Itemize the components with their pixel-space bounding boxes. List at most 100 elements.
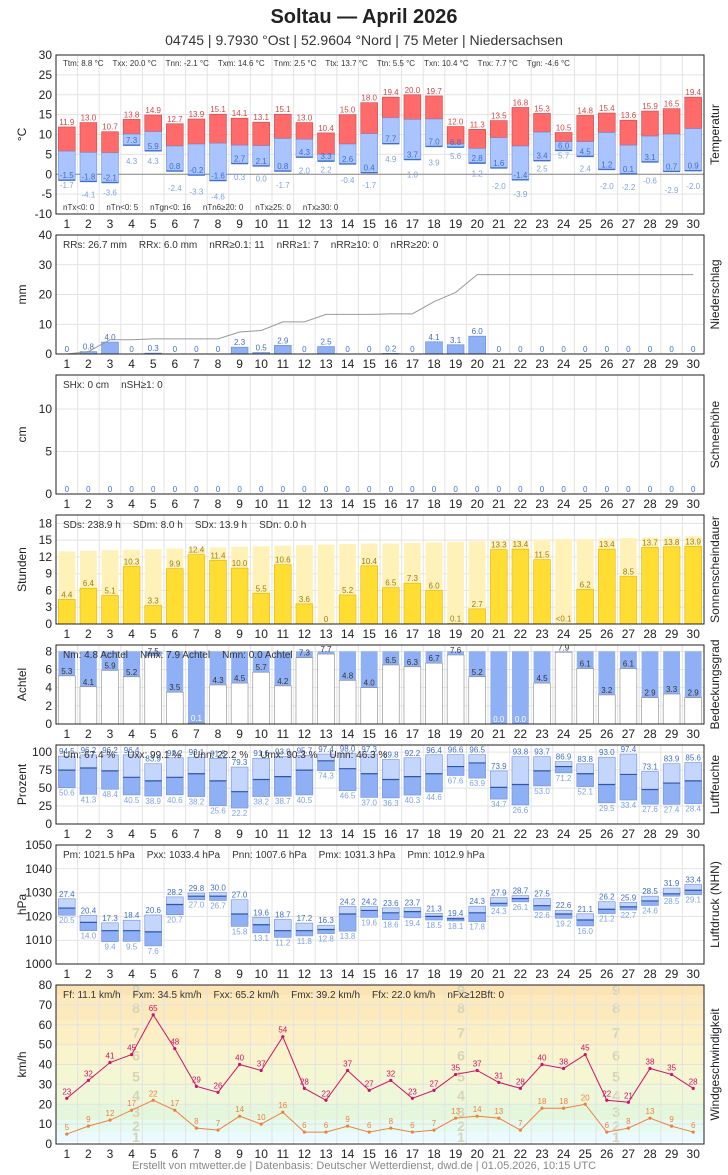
min-label: 18.1 — [448, 922, 464, 931]
max-label: 27.4 — [59, 890, 75, 899]
sun-value-label: 11.5 — [535, 551, 551, 560]
tgmin-label: 4.3 — [148, 157, 160, 166]
upper-range-bar — [619, 753, 638, 775]
snow-value-label: 0 — [389, 485, 394, 494]
sun-bar — [662, 546, 681, 625]
x-tick-label: 22 — [514, 967, 528, 981]
stat-label: nTgn<0: 16 — [150, 203, 191, 212]
x-tick-label: 11 — [277, 627, 290, 641]
x-tick-label: 25 — [579, 727, 593, 741]
tmax-label: 12.7 — [167, 115, 183, 124]
tmax-label: 13.5 — [491, 112, 507, 121]
chart-wind: 1 1 12 2 23 3 34 4 45 5 56 6 67 7 78 8 89 9 90102030405060… — [15, 978, 722, 1160]
y-tick-label: 80 — [39, 978, 53, 992]
stat-label: Ttn: 5.5 °C — [377, 59, 416, 68]
sun-bar — [619, 576, 638, 625]
min-label: 15.8 — [232, 927, 248, 936]
x-tick-label: 30 — [687, 217, 701, 231]
x-tick-label: 8 — [215, 727, 222, 741]
stat-label: Txx: 20.0 °C — [113, 59, 157, 68]
wind-point — [238, 1062, 242, 1067]
stat-label: Nmn: 0.0 Achtel — [222, 650, 293, 661]
cloud-bar — [101, 651, 119, 671]
x-tick-label: 13 — [319, 827, 333, 841]
upper-range-bar — [338, 906, 357, 915]
x-tick-label: 30 — [687, 627, 701, 641]
wind-value-label: 40 — [538, 1054, 547, 1063]
clear-sky-bar — [317, 653, 335, 725]
sun-bar — [209, 559, 227, 625]
tgmin-label: -3.6 — [103, 189, 117, 198]
tmin-label: -0.2 — [190, 166, 204, 175]
tmax-label: 13.0 — [297, 114, 313, 123]
lower-range-bar — [382, 912, 400, 921]
x-tick-label: 16 — [384, 357, 398, 371]
snow-value-label: 0 — [216, 485, 221, 494]
max-label: 17.3 — [102, 914, 118, 923]
cloud-value-label: 6.7 — [428, 654, 440, 663]
sun-bar — [230, 567, 249, 625]
max-label: 23.7 — [405, 899, 421, 908]
tgmin-label: -3.3 — [190, 187, 204, 196]
upper-range-bar — [619, 902, 638, 908]
tmin-label: 0.9 — [688, 162, 700, 171]
clear-sky-bar — [144, 655, 162, 725]
y-tick-label: 6 — [45, 583, 52, 597]
min-label: 27.6 — [642, 805, 658, 814]
x-tick-label: 2 — [85, 827, 92, 841]
x-tick-label: 20 — [471, 217, 485, 231]
cloud-bar — [317, 651, 335, 655]
wind-point — [691, 1086, 695, 1090]
min-label: 28.4 — [685, 805, 701, 814]
x-tick-label: 21 — [492, 497, 506, 511]
x-tick-label: 21 — [492, 357, 506, 371]
x-tick-label: 6 — [171, 357, 178, 371]
x-tick-label: 7 — [193, 357, 200, 371]
snow-value-label: 0 — [237, 485, 242, 494]
max-label: 17.2 — [297, 914, 313, 923]
cloud-value-label: 3.3 — [666, 685, 678, 694]
upper-range-bar — [533, 756, 551, 772]
upper-range-bar — [209, 757, 227, 782]
beaufort-label: 8 — [457, 1000, 465, 1016]
x-tick-label: 9 — [236, 1147, 243, 1160]
sun-value-label: 3.6 — [299, 595, 311, 604]
x-tick-label: 9 — [236, 497, 243, 511]
max-label: 28.2 — [167, 888, 183, 897]
cloud-value-label: 2.9 — [644, 689, 656, 698]
wind-value-label: 9 — [86, 1115, 91, 1124]
x-tick-label: 22 — [514, 627, 528, 641]
sun-bar — [598, 548, 616, 625]
x-tick-label: 27 — [622, 357, 636, 371]
x-tick-label: 24 — [557, 827, 571, 841]
x-tick-label: 29 — [665, 727, 679, 741]
lower-range-bar — [101, 770, 119, 790]
stat-label: SHx: 0 cm — [63, 380, 109, 391]
upper-range-bar — [230, 899, 249, 915]
y-tick-label: -5 — [41, 187, 52, 201]
lower-range-bar — [425, 773, 443, 793]
max-label: 21.1 — [577, 905, 593, 914]
upper-range-bar — [533, 898, 551, 906]
x-tick-label: 30 — [687, 497, 701, 511]
clear-sky-bar — [576, 668, 594, 725]
x-tick-label: 9 — [236, 357, 243, 371]
max-label: 73.1 — [642, 763, 658, 772]
beaufort-label: 7 — [457, 1025, 465, 1041]
tmin-label: -1.6 — [211, 172, 225, 181]
x-tick-label: 14 — [341, 357, 355, 371]
cloud-bar — [58, 651, 76, 676]
cloud-bar — [533, 651, 551, 684]
lower-range-bar — [662, 782, 681, 805]
y-tick-label: 4 — [45, 681, 52, 695]
x-tick-label: 18 — [427, 727, 441, 741]
clear-sky-bar — [425, 662, 443, 725]
tmax-label: 13.8 — [124, 110, 140, 119]
min-label: 25.6 — [210, 807, 226, 816]
tmin-label: 7.7 — [385, 135, 397, 144]
cloud-bar — [684, 651, 702, 698]
y-tick-label: 0 — [45, 487, 52, 501]
plot-frame — [55, 644, 705, 725]
beaufort-label: 3 — [132, 1104, 140, 1120]
